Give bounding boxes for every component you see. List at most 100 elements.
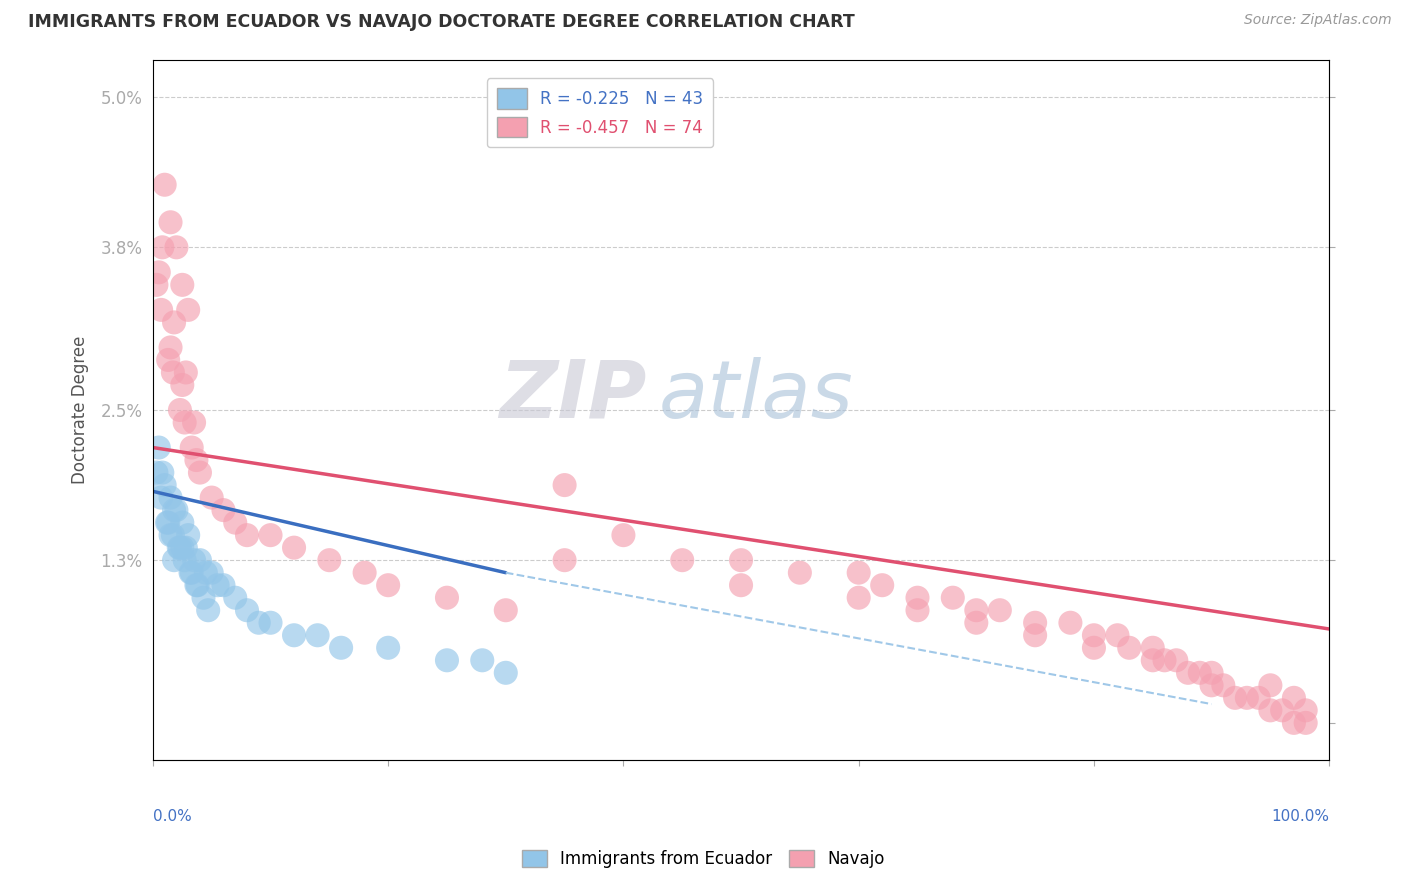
Point [1236,690,1258,705]
Point [436,591,458,605]
Point [148,441,170,455]
Point [1282,690,1305,705]
Point [1223,690,1246,705]
Point [197,603,219,617]
Point [150,466,173,480]
Text: 0.0%: 0.0% [153,809,191,824]
Point [730,553,752,567]
Point [1142,640,1164,655]
Text: Source: ZipAtlas.com: Source: ZipAtlas.com [1244,13,1392,28]
Point [187,578,209,592]
Point [1260,678,1282,692]
Point [330,640,353,655]
Point [180,441,202,455]
Point [1295,715,1317,730]
Point [236,603,259,617]
Point [1059,615,1081,630]
Point [212,578,235,592]
Point [988,603,1011,617]
Legend: Immigrants from Ecuador, Navajo: Immigrants from Ecuador, Navajo [515,843,891,875]
Point [1107,628,1129,642]
Point [172,378,194,392]
Point [671,553,693,567]
Point [377,640,399,655]
Point [159,215,181,229]
Point [247,615,270,630]
Point [495,603,517,617]
Point [1177,665,1199,680]
Text: 100.0%: 100.0% [1271,809,1329,824]
Point [162,528,184,542]
Point [172,516,194,530]
Point [194,566,217,580]
Point [730,578,752,592]
Point [848,591,870,605]
Point [1282,715,1305,730]
Point [789,566,811,580]
Y-axis label: Doctorate Degree: Doctorate Degree [72,335,89,484]
Point [159,340,181,354]
Point [173,553,195,567]
Point [183,553,205,567]
Point [163,553,186,567]
Point [186,578,208,592]
Point [162,366,184,380]
Point [1295,703,1317,717]
Point [159,528,181,542]
Point [283,628,305,642]
Point [1083,628,1105,642]
Point [1118,640,1140,655]
Point [495,665,517,680]
Point [1142,653,1164,667]
Point [150,240,173,254]
Point [471,653,494,667]
Point [165,503,187,517]
Point [180,566,202,580]
Point [145,466,167,480]
Point [1201,665,1223,680]
Point [942,591,965,605]
Point [188,466,211,480]
Point [212,503,235,517]
Point [150,302,173,317]
Point [1188,665,1211,680]
Point [848,566,870,580]
Point [318,553,340,567]
Point [1212,678,1234,692]
Point [169,403,191,417]
Point [1024,628,1046,642]
Point [150,491,173,505]
Point [353,566,375,580]
Point [159,491,181,505]
Point [183,416,205,430]
Point [172,277,194,292]
Point [186,453,208,467]
Point [207,578,229,592]
Point [173,416,195,430]
Legend: R = -0.225   N = 43, R = -0.457   N = 74: R = -0.225 N = 43, R = -0.457 N = 74 [486,78,713,147]
Point [169,541,191,555]
Point [156,516,179,530]
Point [307,628,329,642]
Point [965,615,987,630]
Point [167,541,190,555]
Point [224,516,246,530]
Point [157,353,180,368]
Text: IMMIGRANTS FROM ECUADOR VS NAVAJO DOCTORATE DEGREE CORRELATION CHART: IMMIGRANTS FROM ECUADOR VS NAVAJO DOCTOR… [28,13,855,31]
Point [1271,703,1294,717]
Point [153,478,176,492]
Point [283,541,305,555]
Point [554,553,576,567]
Point [1166,653,1188,667]
Point [1247,690,1270,705]
Point [965,603,987,617]
Point [1260,703,1282,717]
Point [188,553,211,567]
Point [157,516,180,530]
Point [174,366,197,380]
Point [377,578,399,592]
Point [259,615,281,630]
Point [180,566,202,580]
Point [163,503,186,517]
Point [172,541,194,555]
